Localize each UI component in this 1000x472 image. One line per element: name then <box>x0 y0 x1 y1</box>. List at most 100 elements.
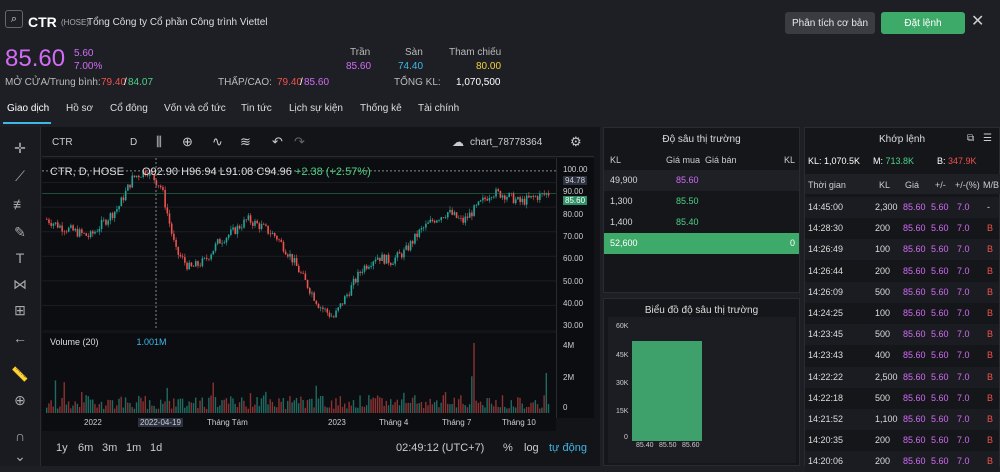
time-axis[interactable]: 2022 2022-04-19 Tháng Tám 2023 Tháng 4 T… <box>42 415 556 431</box>
range-1d[interactable]: 1d <box>150 442 163 454</box>
log-toggle[interactable]: log <box>524 442 539 454</box>
candle <box>232 227 234 230</box>
interval-button[interactable]: D <box>130 137 138 148</box>
candle <box>376 257 379 260</box>
trade-row[interactable]: 14:24:25 100 85.60 5.60 7.0 B <box>808 308 994 318</box>
ceiling-value: 85.60 <box>346 61 372 72</box>
tab-shareholders[interactable]: Cổ đông <box>110 103 148 114</box>
tab-events[interactable]: Lịch sự kiện <box>289 103 343 114</box>
export-icon[interactable]: ⧉ <box>967 133 975 144</box>
back-arrow-icon[interactable]: ← <box>13 330 27 346</box>
search-icon[interactable]: ⌕ <box>5 10 23 28</box>
candle <box>212 250 215 255</box>
trade-row[interactable]: 14:23:45 500 85.60 5.60 7.0 B <box>805 324 999 346</box>
candle <box>473 205 475 217</box>
range-6m[interactable]: 6m <box>78 442 94 454</box>
volume-bar <box>298 403 300 413</box>
tab-news[interactable]: Tin tức <box>241 103 272 114</box>
candle <box>341 303 344 305</box>
redo-icon[interactable]: ↷ <box>294 134 305 149</box>
price-axis[interactable]: 100.00 94.78 90.00 85.60 80.00 70.00 60.… <box>556 158 594 418</box>
undo-icon[interactable]: ↶ <box>272 134 283 149</box>
range-1y[interactable]: 1y <box>56 442 68 454</box>
candle <box>425 223 427 228</box>
range-1m[interactable]: 1m <box>126 442 142 454</box>
trade-row[interactable]: 14:22:22 2,500 85.60 5.60 7.0 B <box>805 366 999 388</box>
depth-row[interactable]: 49,900 85.60 <box>604 170 799 191</box>
volume-bar <box>181 398 184 413</box>
open-avg-label: MỞ CỬA/Trung bình: <box>5 77 101 88</box>
depth-row[interactable]: 1,400 85.40 <box>610 217 699 227</box>
tab-statistics[interactable]: Thống kê <box>360 103 402 114</box>
place-order-button[interactable]: Đặt lệnh <box>881 12 965 34</box>
depth-row[interactable]: 1,300 85.50 <box>610 196 699 206</box>
magnet-icon[interactable]: ∩ <box>14 428 26 444</box>
pattern-icon[interactable]: ⋈ <box>13 275 27 292</box>
tab-financials[interactable]: Tài chính <box>418 103 460 114</box>
candle <box>431 219 434 221</box>
candle <box>514 199 517 204</box>
trade-row[interactable]: 14:21:52 1,100 85.60 5.60 7.0 B <box>805 409 999 430</box>
volume-bar <box>300 396 302 413</box>
candle <box>170 223 173 234</box>
trade-row[interactable]: 14:26:44 200 85.60 5.60 7.0 B <box>808 265 994 276</box>
volume-bar <box>245 406 247 413</box>
candle <box>94 231 96 234</box>
tab-capital-dividend[interactable]: Vốn và cổ tức <box>164 103 226 114</box>
volume-plot[interactable] <box>42 333 556 415</box>
auto-toggle[interactable]: tự động <box>549 442 587 454</box>
indicator-icon[interactable]: ∿ <box>212 134 223 149</box>
volume-bar <box>350 405 352 413</box>
trade-row[interactable]: 14:20:35 200 85.60 5.60 7.0 B <box>808 435 994 446</box>
volume-bar <box>411 397 414 413</box>
trade-row[interactable]: 14:26:09 500 85.60 5.60 7.0 B <box>805 281 999 303</box>
trade-row[interactable]: 14:22:18 500 85.60 5.60 7.0 B <box>808 392 994 403</box>
candle <box>135 175 138 177</box>
trade-row[interactable]: 14:26:49 100 85.60 5.60 7.0 B <box>805 239 999 261</box>
list-icon[interactable]: ☰ <box>983 133 992 144</box>
symbol[interactable]: CTR <box>28 14 57 30</box>
candle <box>365 265 368 269</box>
chart-name[interactable]: chart_78778364 <box>470 137 543 148</box>
ruler-icon[interactable]: 📏 <box>11 365 29 382</box>
cloud-icon[interactable]: ☁ <box>452 135 464 149</box>
percent-toggle[interactable]: % <box>503 442 513 454</box>
brush-icon[interactable]: ✎ <box>14 223 26 240</box>
candle <box>48 219 50 224</box>
tab-trading[interactable]: Giao dịch <box>7 103 50 114</box>
trade-row[interactable]: 14:28:30 200 85.60 5.60 7.0 B <box>808 223 994 234</box>
close-icon[interactable]: ✕ <box>971 13 985 30</box>
fundamental-analysis-button[interactable]: Phân tích cơ bản <box>785 12 875 34</box>
chevron-down-icon[interactable]: ⌄ <box>14 447 26 464</box>
trade-row[interactable]: 14:20:06 200 85.60 5.60 7.0 B <box>805 451 999 472</box>
volume-bar <box>539 408 541 413</box>
price-plot[interactable] <box>42 157 556 330</box>
trendline-icon[interactable]: ⟋ <box>15 167 25 184</box>
candle <box>70 225 72 228</box>
crosshair-icon[interactable]: ✛ <box>14 139 26 156</box>
add-indicator-icon[interactable]: ⊕ <box>182 134 193 149</box>
volume-bar <box>291 402 293 413</box>
volume-bar <box>416 403 418 413</box>
exchange: (HOSE) <box>61 18 89 27</box>
measure-icon[interactable]: ⊞ <box>14 301 26 318</box>
chart-symbol[interactable]: CTR <box>52 137 73 148</box>
fib-icon[interactable]: ≢ <box>13 196 27 212</box>
trade-row[interactable]: 14:23:43 400 85.60 5.60 7.0 B <box>808 350 994 361</box>
volume-bar <box>488 398 491 413</box>
volume-bar <box>311 398 313 413</box>
compare-icon[interactable]: ≋ <box>240 134 251 149</box>
trade-row[interactable]: 14:45:00 2,300 85.60 5.60 7.0- <box>805 197 999 218</box>
tab-profile[interactable]: Hồ sơ <box>66 103 94 114</box>
volume-bar <box>530 402 532 413</box>
matched-title: Khớp lệnh <box>878 134 926 145</box>
volume-bar <box>503 406 506 413</box>
text-icon[interactable]: T <box>15 250 25 266</box>
volume-bar <box>219 405 221 413</box>
range-3m[interactable]: 3m <box>102 442 118 454</box>
settings-icon[interactable]: ⚙ <box>570 134 582 149</box>
candle <box>133 175 136 177</box>
zoom-icon[interactable]: ⊕ <box>14 391 26 408</box>
candle-type-icon[interactable]: ⫼ <box>156 134 162 149</box>
volume-bar <box>512 406 515 413</box>
